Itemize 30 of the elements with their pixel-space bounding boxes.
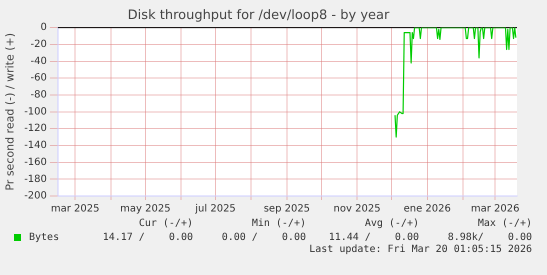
y-tick-label: 0: [40, 22, 47, 34]
y-tick-label: -100: [24, 106, 47, 118]
x-tick-label: sep 2025: [264, 204, 310, 215]
y-axis-title: Pr second read (-) / write (+): [3, 32, 16, 191]
text: Last update: Fri Mar 20 01:05:15 2026: [308, 244, 532, 257]
text: Max (-/+): [476, 218, 532, 231]
text: 11.44 / 0.00: [328, 232, 419, 243]
text: Avg (-/+): [364, 218, 419, 231]
y-tick-label: -120: [24, 123, 47, 134]
text: Min (-/+): [250, 218, 306, 231]
y-tick-label: -200: [24, 190, 47, 202]
y-tick-label: -60: [30, 72, 47, 84]
text: Cur (-/+): [138, 218, 193, 231]
y-tick-label: -80: [30, 90, 47, 101]
chart-title: Disk throughput for /dev/loop8 - by year: [128, 8, 390, 24]
y-tick-label: -180: [24, 174, 47, 185]
x-tick-label: jul 2025: [194, 204, 236, 215]
text: 14.17 / 0.00: [102, 232, 193, 243]
y-tick-label: -40: [30, 56, 47, 67]
x-tick-label: mar 2025: [50, 204, 100, 215]
legend-label: Bytes: [29, 232, 60, 243]
x-tick-label: ene 2026: [404, 204, 451, 215]
text: 8.98k/ 0.00: [446, 232, 532, 243]
x-tick-label: may 2025: [120, 204, 171, 215]
text: 0.00 / 0.00: [220, 232, 306, 243]
x-tick-label: nov 2025: [334, 204, 381, 215]
y-tick-label: -20: [30, 39, 47, 50]
x-tick-label: mar 2026: [470, 204, 520, 215]
y-tick-label: -160: [24, 156, 47, 168]
y-tick-label: -140: [24, 140, 47, 152]
